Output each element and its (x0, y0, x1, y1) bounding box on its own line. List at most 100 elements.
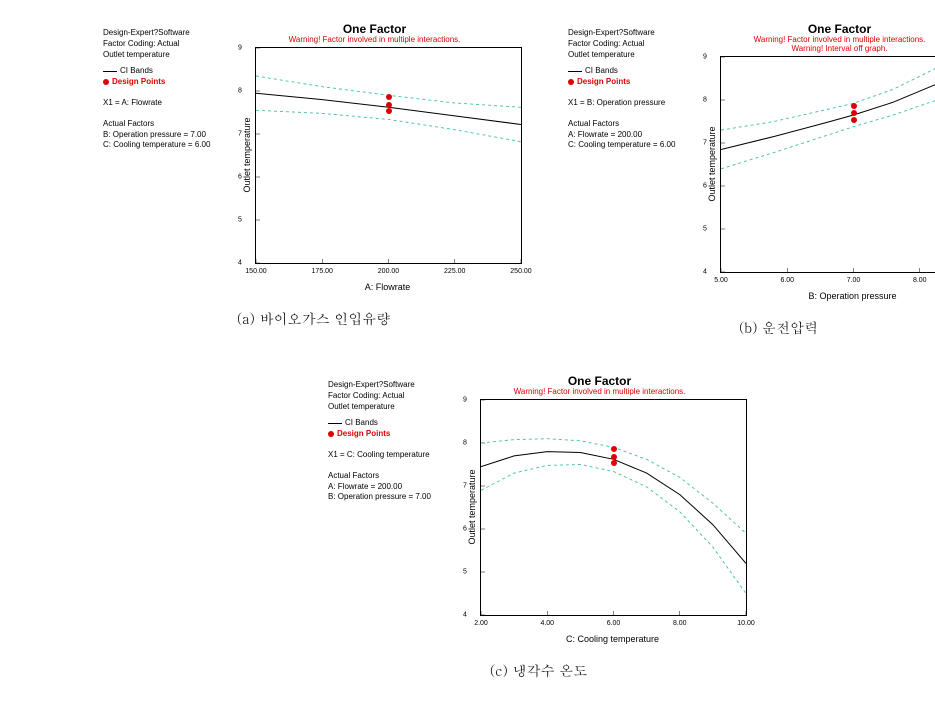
legend-line: Factor Coding: Actual (103, 39, 223, 50)
legend-actual-factor: Actual Factors (568, 119, 688, 130)
legend-line: Design-Expert?Software (103, 28, 223, 39)
legend-x1: X1 = A: Flowrate (103, 98, 223, 109)
chart-svg (256, 48, 521, 263)
legend-actual-factor: A: Flowrate = 200.00 (328, 482, 448, 493)
legend-actual-factor: Actual Factors (328, 471, 448, 482)
legend-design-points: Design Points (328, 429, 448, 440)
panel-caption-b: (b) 운전압력 (572, 317, 935, 337)
xtick-label: 225.00 (444, 268, 465, 275)
design-point (611, 460, 617, 466)
panel-caption-c: (c) 냉각수 온도 (332, 660, 745, 680)
x-axis-label: C: Cooling temperature (480, 634, 745, 644)
design-point (386, 108, 392, 114)
chart-area: 2.004.006.008.0010.00456789 (480, 399, 747, 616)
chart-svg (481, 400, 746, 615)
xtick-label: 8.00 (913, 277, 927, 284)
xtick-label: 8.00 (673, 620, 687, 627)
design-point (851, 110, 857, 116)
panel-b: Design-Expert?SoftwareFactor Coding: Act… (560, 22, 935, 337)
design-point (851, 103, 857, 109)
x-axis-label: A: Flowrate (255, 282, 520, 292)
ytick-label: 5 (238, 216, 242, 223)
ytick-label: 8 (463, 439, 467, 446)
legend-line: Outlet temperature (328, 402, 448, 413)
xtick-label: 5.00 (714, 277, 728, 284)
xtick-label: 6.00 (780, 277, 794, 284)
xtick-label: 7.00 (847, 277, 861, 284)
chart-title: One Factor (452, 374, 747, 388)
legend-line: Outlet temperature (103, 50, 223, 61)
panel-caption-a: (a) 바이오가스 인입유량 (107, 308, 520, 328)
ytick-label: 9 (703, 53, 707, 60)
series-ci_upper (721, 57, 935, 130)
chart-svg (721, 57, 935, 272)
panel-c: Design-Expert?SoftwareFactor Coding: Act… (320, 374, 747, 680)
series-curve (721, 59, 935, 149)
ytick-label: 6 (238, 173, 242, 180)
legend-ci: CI Bands (328, 418, 448, 429)
xtick-label: 6.00 (607, 620, 621, 627)
legend-actual-factor: C: Cooling temperature = 6.00 (568, 140, 688, 151)
plot-c: One FactorWarning! Factor involved in mu… (452, 374, 747, 680)
chart-warning: Warning! Factor involved in multiple int… (692, 36, 935, 54)
ytick-label: 7 (238, 130, 242, 137)
legend-c: Design-Expert?SoftwareFactor Coding: Act… (320, 374, 452, 503)
xtick-label: 200.00 (378, 268, 399, 275)
legend-design-points: Design Points (103, 77, 223, 88)
series-curve (481, 451, 746, 563)
chart-title: One Factor (227, 22, 522, 36)
legend-actual-factor: A: Flowrate = 200.00 (568, 130, 688, 141)
series-ci_lower (481, 464, 746, 593)
design-point (611, 454, 617, 460)
ytick-label: 4 (463, 611, 467, 618)
xtick-label: 4.00 (540, 620, 554, 627)
chart-area: 150.00175.00200.00225.00250.00456789 (255, 47, 522, 264)
legend-x1: X1 = B: Operation pressure (568, 98, 688, 109)
legend-a: Design-Expert?SoftwareFactor Coding: Act… (95, 22, 227, 151)
chart-warning: Warning! Factor involved in multiple int… (452, 388, 747, 397)
ytick-label: 4 (238, 259, 242, 266)
ytick-label: 6 (463, 525, 467, 532)
legend-actual-factor: Actual Factors (103, 119, 223, 130)
ytick-label: 5 (703, 225, 707, 232)
plot-a: One FactorWarning! Factor involved in mu… (227, 22, 522, 328)
y-axis-label: Outlet temperature (242, 118, 252, 193)
legend-x1: X1 = C: Cooling temperature (328, 450, 448, 461)
design-point (386, 94, 392, 100)
ytick-label: 7 (463, 482, 467, 489)
legend-ci: CI Bands (103, 66, 223, 77)
y-axis-label: Outlet temperature (467, 470, 477, 545)
ytick-label: 5 (463, 568, 467, 575)
chart-title: One Factor (692, 22, 935, 36)
ytick-label: 8 (238, 87, 242, 94)
legend-line: Factor Coding: Actual (328, 391, 448, 402)
xtick-label: 150.00 (245, 268, 266, 275)
legend-line: Factor Coding: Actual (568, 39, 688, 50)
design-point (611, 446, 617, 452)
legend-actual-factor: B: Operation pressure = 7.00 (103, 130, 223, 141)
chart-area: 5.006.007.008.009.00456789 (720, 56, 935, 273)
xtick-label: 250.00 (510, 268, 531, 275)
ytick-label: 8 (703, 96, 707, 103)
x-axis-label: B: Operation pressure (720, 291, 935, 301)
legend-line: Design-Expert?Software (568, 28, 688, 39)
chart-warning: Warning! Factor involved in multiple int… (227, 36, 522, 45)
legend-ci: CI Bands (568, 66, 688, 77)
xtick-label: 2.00 (474, 620, 488, 627)
legend-actual-factor: C: Cooling temperature = 6.00 (103, 140, 223, 151)
legend-b: Design-Expert?SoftwareFactor Coding: Act… (560, 22, 692, 151)
panel-a: Design-Expert?SoftwareFactor Coding: Act… (95, 22, 522, 328)
xtick-label: 175.00 (312, 268, 333, 275)
design-point (851, 117, 857, 123)
ytick-label: 9 (238, 44, 242, 51)
ytick-label: 4 (703, 268, 707, 275)
ytick-label: 6 (703, 182, 707, 189)
series-ci_lower (256, 110, 521, 141)
series-ci_lower (721, 78, 935, 168)
ytick-label: 7 (703, 139, 707, 146)
legend-line: Design-Expert?Software (328, 380, 448, 391)
legend-line: Outlet temperature (568, 50, 688, 61)
legend-actual-factor: B: Operation pressure = 7.00 (328, 492, 448, 503)
plot-b: One FactorWarning! Factor involved in mu… (692, 22, 935, 337)
xtick-label: 10.00 (737, 620, 755, 627)
